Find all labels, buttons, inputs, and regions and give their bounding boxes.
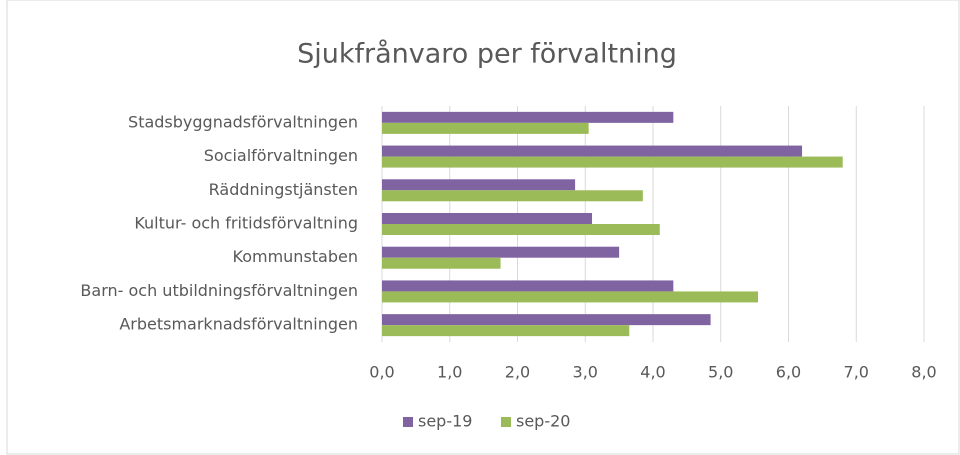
chart-title: Sjukfrånvaro per förvaltning xyxy=(297,39,677,70)
x-tick-label: 6,0 xyxy=(776,363,801,382)
legend-swatch xyxy=(501,417,511,427)
bar xyxy=(382,224,660,235)
y-tick-label: Arbetsmarknadsförvaltningen xyxy=(119,315,358,334)
bar xyxy=(382,314,711,326)
bar xyxy=(382,111,674,123)
x-tick-label: 8,0 xyxy=(911,363,936,382)
x-tick-label: 1,0 xyxy=(437,363,462,382)
bar xyxy=(382,291,759,303)
bar xyxy=(382,156,843,168)
bar xyxy=(382,280,674,292)
x-tick-label: 4,0 xyxy=(640,363,665,382)
y-tick-label: Räddningstjänsten xyxy=(209,180,358,199)
x-tick-label: 5,0 xyxy=(708,363,733,382)
x-tick-label: 2,0 xyxy=(505,363,530,382)
bar xyxy=(382,122,589,134)
legend-label: sep-20 xyxy=(516,412,570,431)
bar xyxy=(382,325,630,337)
legend-swatch xyxy=(403,417,413,427)
bar xyxy=(382,179,576,191)
x-tick-label: 3,0 xyxy=(573,363,598,382)
bar xyxy=(382,190,643,202)
y-tick-label: Barn- och utbildningsförvaltningen xyxy=(80,281,358,300)
y-tick-label: Kultur- och fritidsförvaltning xyxy=(134,214,358,233)
bar xyxy=(382,246,620,258)
y-tick-label: Kommunstaben xyxy=(233,247,359,266)
bar xyxy=(382,213,593,224)
bar xyxy=(382,257,501,269)
legend-label: sep-19 xyxy=(418,412,472,431)
x-tick-label: 0,0 xyxy=(369,363,394,382)
y-tick-label: Stadsbyggnadsförvaltningen xyxy=(128,112,358,131)
x-tick-label: 7,0 xyxy=(844,363,869,382)
y-tick-label: Socialförvaltningen xyxy=(204,146,358,165)
bar xyxy=(382,145,803,157)
